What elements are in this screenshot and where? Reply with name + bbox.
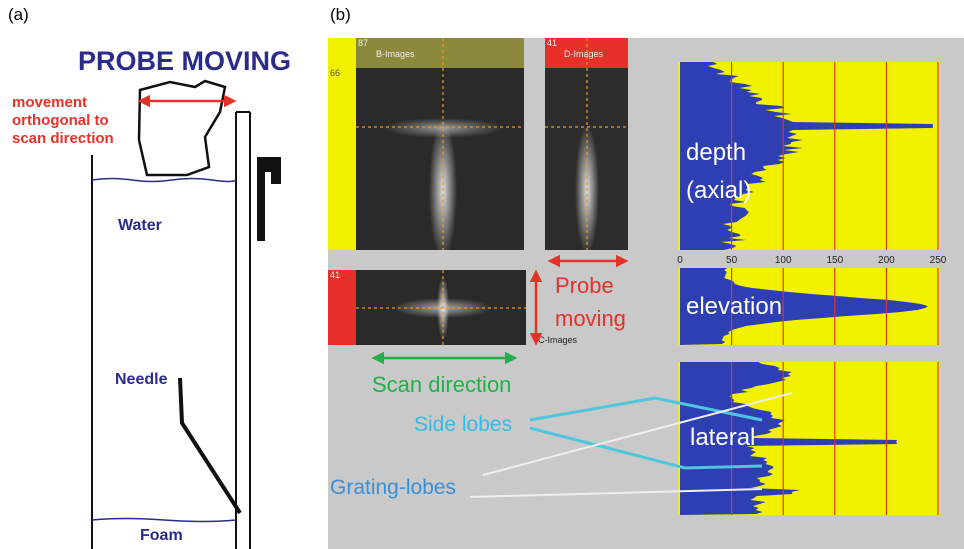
image-label: B-Images <box>376 49 415 59</box>
annotation: movement <box>12 94 87 111</box>
image-index: 41 <box>330 270 340 280</box>
profile-label: depth <box>686 139 746 166</box>
panel-label: (b) <box>330 5 351 24</box>
annotation: Scan direction <box>372 372 511 397</box>
tank-title: PROBE MOVING <box>78 46 291 76</box>
axis-tick-label: 200 <box>878 255 895 266</box>
label: Needle <box>115 371 168 388</box>
annotation: moving <box>555 306 626 331</box>
axis-tick-label: 100 <box>775 255 792 266</box>
annotation: orthogonal to <box>12 112 109 129</box>
annotation: Probe <box>555 273 614 298</box>
label: Foam <box>140 527 183 544</box>
annotation: scan direction <box>12 130 114 147</box>
tank-drawing <box>92 81 280 549</box>
annotation: Grating-lobes <box>330 476 456 499</box>
annotation: Side lobes <box>414 413 512 436</box>
image-index: 66 <box>330 68 340 78</box>
figure: (a) (b) PROBE MOVING movementorthogonal … <box>0 0 964 549</box>
label: Water <box>118 217 162 234</box>
image-label: D-Images <box>564 49 604 59</box>
profile-label: elevation <box>686 293 782 320</box>
image-label: C-Images <box>538 335 578 345</box>
axis-tick-label: 150 <box>826 255 843 266</box>
profile-label: (axial) <box>686 177 751 204</box>
axis-tick-label: 50 <box>726 255 738 266</box>
panel-label: (a) <box>8 5 29 24</box>
image-index: 41 <box>547 38 557 48</box>
axis-tick-label: 0 <box>677 255 683 266</box>
image-index: 87 <box>358 38 368 48</box>
axis-tick-label: 250 <box>930 255 947 266</box>
profile-label: lateral <box>690 424 755 451</box>
